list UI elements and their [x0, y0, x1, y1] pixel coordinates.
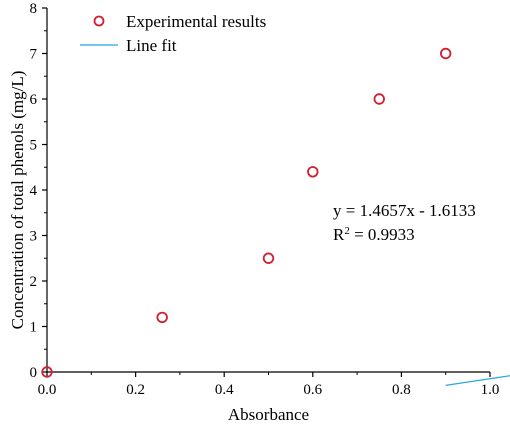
data-point	[373, 93, 385, 105]
x-ticks: 0.0 0.2 0.4 0.6 0.8 1.0	[38, 372, 500, 398]
fit-line	[445, 375, 510, 386]
legend-marker-experimental-results	[93, 15, 105, 27]
r-squared-label: R2 = 0.9933	[333, 225, 415, 244]
r-squared-superscript: 2	[344, 225, 350, 237]
fit-line-layer	[445, 375, 510, 386]
x-tick-label: 0.4	[215, 382, 234, 398]
y-axis-title: Concentration of total phenols (mg/L)	[8, 71, 27, 330]
y-tick-label: 1	[30, 320, 38, 336]
y-ticks: 0 1 2 3 4 5 6 7 8	[30, 1, 47, 381]
x-tick-label: 1.0	[481, 382, 500, 398]
x-tick-label: 0.6	[303, 382, 322, 398]
y-tick-label: 8	[30, 1, 38, 17]
y-tick-label: 6	[30, 92, 38, 108]
axes	[46, 8, 490, 373]
y-tick-label: 7	[30, 47, 38, 63]
x-axis-title: Absorbance	[228, 405, 309, 424]
y-tick-label: 3	[30, 229, 38, 245]
legend: Experimental results Line fit	[80, 12, 266, 55]
legend-label-line-fit: Line fit	[126, 36, 177, 55]
y-tick-label: 2	[30, 274, 38, 290]
data-point	[156, 311, 168, 324]
legend-label-experimental-results: Experimental results	[126, 12, 266, 31]
regression-equation: y = 1.4657x - 1.6133	[333, 201, 476, 220]
r-squared-value: = 0.9933	[350, 225, 415, 244]
data-points-layer	[41, 47, 452, 378]
data-point	[307, 166, 319, 178]
x-tick-label: 0.0	[38, 382, 57, 398]
regression-annotation: y = 1.4657x - 1.6133 R2 = 0.9933	[333, 201, 476, 244]
y-tick-label: 0	[30, 365, 38, 381]
data-point	[262, 252, 275, 264]
data-point	[41, 366, 53, 378]
r-squared-prefix: R	[333, 225, 345, 244]
data-point	[440, 47, 452, 60]
y-tick-label: 5	[30, 138, 38, 154]
y-tick-label: 4	[30, 183, 38, 199]
x-tick-label: 0.8	[392, 382, 411, 398]
x-tick-label: 0.2	[126, 382, 145, 398]
